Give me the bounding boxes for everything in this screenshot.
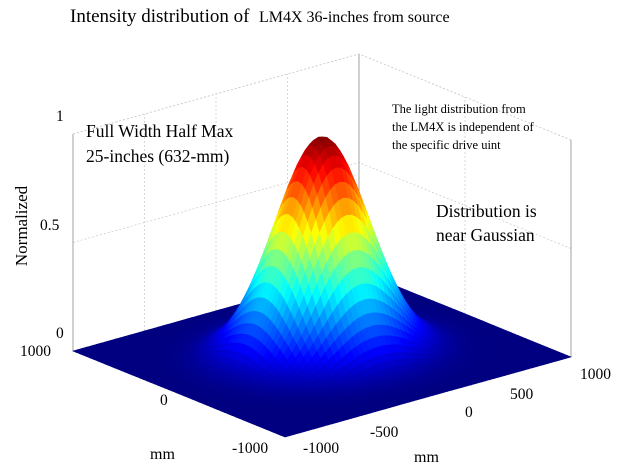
axis-edge (72, 53, 360, 135)
gaussian-line-2: near Gaussian (436, 225, 535, 245)
fwhm-line-1: Full Width Half Max (86, 121, 234, 141)
y-axis-label: mm (414, 449, 439, 466)
title-main: Intensity distribution of (70, 6, 250, 27)
gaussian-line-1: Distribution is (436, 201, 537, 221)
chart-title: Intensity distribution of LM4X 36-inches… (70, 6, 450, 28)
note-line-3: the specific drive uint (392, 138, 501, 152)
z-axis-label: Normalized (12, 185, 31, 267)
z-tick-label: 0 (56, 325, 64, 342)
z-tick-label: 0.5 (40, 217, 60, 234)
x-axis-label: mm (150, 446, 175, 463)
note-annotation: The light distribution from the LM4X is … (392, 100, 534, 154)
fwhm-annotation: Full Width Half Max 25-inches (632-mm) (86, 119, 233, 169)
fwhm-line-2: 25-inches (632-mm) (86, 146, 230, 166)
gaussian-annotation: Distribution is near Gaussian (436, 199, 537, 247)
x-tick-label: -1000 (232, 440, 269, 457)
x-tick-label: 1000 (20, 343, 51, 360)
surface-patch (280, 433, 291, 438)
y-tick-label: -500 (370, 424, 399, 441)
title-sub: LM4X 36-inches from source (258, 9, 450, 26)
y-tick-label: 0 (465, 404, 473, 421)
z-tick-label: 1 (56, 108, 64, 125)
surface-mesh (72, 136, 572, 438)
y-tick-label: 500 (510, 386, 534, 403)
note-line-1: The light distribution from (392, 102, 526, 116)
y-tick-label: 1000 (580, 366, 611, 383)
x-tick-label: 0 (160, 392, 168, 409)
note-line-2: the LM4X is independent of (392, 120, 534, 134)
y-tick-label: -1000 (303, 440, 340, 457)
